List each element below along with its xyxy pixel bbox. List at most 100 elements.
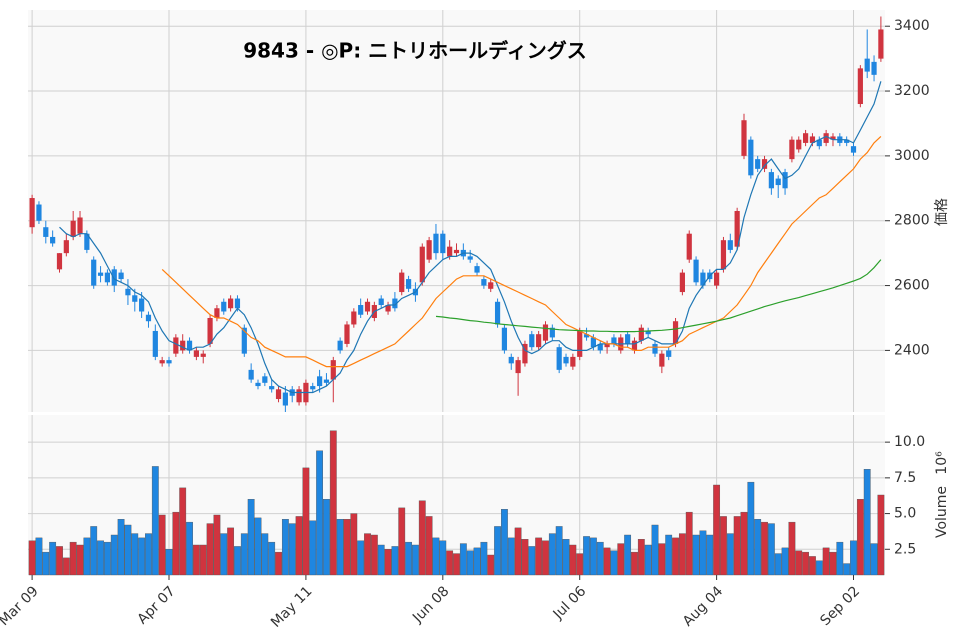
volume-bar (453, 553, 460, 576)
candle-body (556, 347, 562, 370)
candle-body (830, 136, 836, 140)
volume-bar (590, 537, 597, 576)
candle-body (248, 369, 254, 380)
volume-bar (514, 527, 522, 576)
volume-bar (836, 541, 844, 576)
volume-bar (364, 533, 371, 576)
candle-body (125, 288, 131, 296)
volume-bar (49, 541, 57, 576)
candle-body (399, 272, 405, 293)
candle-body (501, 327, 508, 351)
volume-bar (542, 540, 549, 576)
candle-body (850, 146, 857, 153)
candle-body (645, 330, 651, 335)
candle-body (173, 337, 179, 354)
candle-body (275, 389, 282, 400)
candle-body (878, 29, 884, 59)
volume-bar (699, 530, 707, 576)
x-tick-label: Sep 02 (817, 583, 863, 629)
volume-bar (432, 537, 440, 576)
volume-bar (275, 551, 282, 576)
volume-bar (466, 550, 474, 576)
candle-body (761, 159, 768, 169)
candle-body (234, 298, 241, 309)
volume-bar (131, 533, 139, 576)
candle-body (91, 259, 97, 286)
volume-bar (774, 553, 782, 576)
candle-body (296, 389, 302, 403)
volume-bar (268, 541, 276, 576)
candle-body (467, 256, 473, 260)
volume-bar (343, 519, 351, 576)
candle-body (488, 282, 494, 289)
volume-bar (644, 544, 652, 576)
candle-body (63, 240, 69, 254)
volume-bar (658, 543, 666, 576)
volume-bar (843, 563, 851, 576)
volume-bar (316, 450, 323, 576)
volume-bar (754, 519, 762, 576)
candle-body (631, 340, 638, 351)
volume-bar (97, 540, 104, 576)
volume-bar (192, 544, 200, 576)
volume-bar (747, 481, 755, 576)
y-tick-label: 2800 (894, 213, 930, 229)
candle-body (132, 295, 138, 302)
candle-body (337, 340, 343, 351)
candle-body (816, 139, 822, 147)
volume-bar (740, 511, 748, 576)
volume-bar (439, 540, 447, 576)
volume-bar (370, 534, 378, 576)
volume-bar (302, 467, 310, 576)
candle-body (625, 334, 631, 344)
candle-body (789, 139, 795, 160)
candle-body (193, 350, 199, 357)
candle-body (542, 324, 549, 341)
moving-average-line (435, 259, 882, 333)
volume-bar (151, 466, 159, 576)
candle-body (186, 340, 193, 351)
candle-body (549, 327, 555, 338)
candle-body (104, 272, 111, 283)
candle-body (323, 379, 330, 383)
volume-bar (665, 534, 673, 576)
x-tick-label: Aug 04 (680, 583, 726, 629)
volume-bar (583, 536, 590, 576)
candle-body (36, 204, 42, 221)
candle-body (84, 233, 90, 250)
volume-bar (569, 544, 577, 576)
volume-bar (28, 540, 36, 576)
candle-body (563, 356, 569, 364)
candle-body (310, 386, 316, 390)
volume-bar (199, 544, 207, 576)
candle-body (405, 279, 412, 289)
x-tick-label: Apr 07 (134, 583, 178, 627)
volume-bar (706, 534, 714, 576)
volume-bar (822, 547, 830, 576)
volume-bar (473, 547, 481, 576)
y-tick-label: 2600 (894, 278, 930, 294)
volume-bar (829, 551, 837, 576)
candle-body (590, 337, 597, 348)
volume-bar (104, 541, 111, 576)
candle-body (570, 356, 576, 367)
volume-bar (350, 513, 358, 576)
candle-body (611, 337, 617, 344)
volume-bar (42, 551, 50, 576)
volume-bar (179, 487, 187, 576)
volume-bar (357, 540, 365, 576)
candle-body (351, 311, 357, 325)
volume-bar (610, 550, 618, 576)
candle-body (802, 133, 809, 143)
volume-bar (548, 533, 556, 576)
volume-axis-label: Volume (934, 486, 950, 538)
volume-bar (480, 541, 488, 576)
candle-body (727, 240, 733, 250)
candle-body (207, 317, 213, 344)
volume-bar (83, 537, 91, 576)
x-tick-label: Jul 06 (550, 583, 590, 623)
candle-body (714, 272, 720, 286)
volume-bar (62, 557, 70, 576)
candle-body (508, 356, 514, 364)
